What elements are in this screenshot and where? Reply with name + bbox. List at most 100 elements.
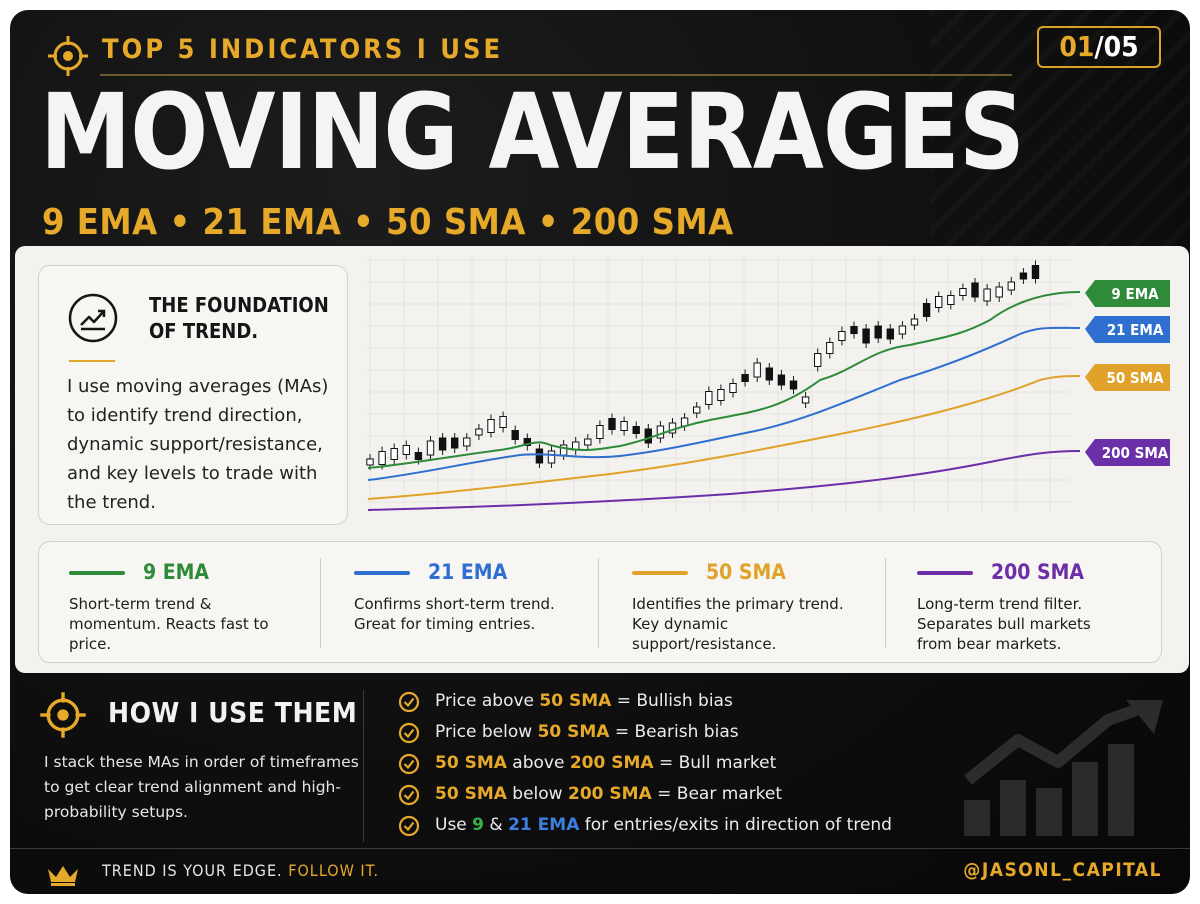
trend-up-icon <box>68 293 118 343</box>
moving-averages-chart: 9 EMA 21 EMA 50 SMA 200 SMA <box>366 256 1170 512</box>
decorative-stripes <box>930 10 1190 250</box>
rule-item: 50 SMA above 200 SMA = Bull market <box>398 748 892 779</box>
legend-swatch <box>917 571 973 575</box>
ma-tag-shape <box>1085 439 1170 466</box>
ma-tag-shape <box>1085 280 1170 307</box>
ma-line-21-ema <box>367 326 1081 481</box>
candle-body <box>487 419 495 433</box>
rule-h1: 50 SMA <box>539 691 612 711</box>
rule-post: for entries/exits in direction of trend <box>579 815 892 835</box>
how-body: I stack these MAs in order of timeframes… <box>44 753 359 821</box>
candle-body <box>971 282 979 298</box>
candle-body <box>475 428 483 436</box>
candle-body <box>801 396 810 404</box>
footer-divider <box>10 848 1190 849</box>
legend-item-200-sma: 200 SMA Long-term trend filter. Separate… <box>887 542 1163 662</box>
ma-tag-label: 9 EMA <box>1111 285 1159 303</box>
candle-body <box>741 374 749 382</box>
legend-label: 21 EMA <box>428 560 508 584</box>
ma-lines <box>367 291 1081 511</box>
ma-line-50-sma <box>367 375 1081 500</box>
candle-body <box>608 418 616 430</box>
candlesticks <box>366 260 1040 470</box>
rule-post: = Bear market <box>651 784 783 804</box>
legend-desc: Short-term trend & momentum. Reacts fast… <box>69 595 269 653</box>
rule-h2: 21 EMA <box>508 815 580 835</box>
candle-body <box>511 430 519 440</box>
page-total: 05 <box>1103 30 1139 63</box>
foundation-heading: THE FOUNDATION OF TREND. <box>149 292 329 344</box>
page-separator: / <box>1094 30 1104 63</box>
candle-body <box>426 440 435 456</box>
legend-divider <box>320 558 321 648</box>
check-circle-icon <box>398 722 420 744</box>
page-subtitle: 9 EMA • 21 EMA • 50 SMA • 200 SMA <box>42 202 734 243</box>
legend-desc: Long-term trend filter. Separates bull m… <box>917 595 1091 653</box>
rule-item: Price below 50 SMA = Bearish bias <box>398 717 892 748</box>
candle-body <box>910 318 919 326</box>
rule-h1: 50 SMA <box>435 784 507 804</box>
ma-tag-shape <box>1085 364 1170 391</box>
rule-mid: = Bearish bias <box>609 722 739 742</box>
ma-tag-50-sma: 50 SMA <box>1085 364 1170 391</box>
legend-desc: Confirms short-term trend. Great for tim… <box>354 595 555 633</box>
foundation-heading-line1: THE FOUNDATION <box>149 293 329 317</box>
foundation-box: THE FOUNDATION OF TREND. I use moving av… <box>38 265 348 525</box>
section-divider <box>363 690 364 842</box>
candle-body <box>1031 265 1040 279</box>
candle-body <box>850 326 858 334</box>
candle-body <box>559 444 568 456</box>
candle-body <box>1007 281 1015 291</box>
candle-body <box>777 374 786 386</box>
check-circle-icon <box>398 753 420 775</box>
rule-mid: & <box>484 815 509 835</box>
legend-label: 200 SMA <box>991 560 1085 584</box>
ma-labels: 9 EMA 21 EMA 50 SMA 200 SMA <box>1085 280 1170 466</box>
candle-body <box>390 448 398 460</box>
candle-body <box>922 303 931 317</box>
check-circle-icon <box>398 784 420 806</box>
ma-tag-200-sma: 200 SMA <box>1085 439 1170 466</box>
page-current: 01 <box>1059 30 1095 63</box>
target-icon <box>40 692 86 738</box>
rule-h1: 9 <box>472 815 485 835</box>
ma-legend: 9 EMA Short-term trend & momentum. React… <box>38 541 1162 663</box>
candle-body <box>705 391 713 405</box>
footer-tagline: TREND IS YOUR EDGE. FOLLOW IT. <box>102 861 379 880</box>
foundation-body: I use moving averages (MAs) to identify … <box>67 376 329 513</box>
candle-body <box>414 452 423 460</box>
rule-h1: 50 SMA <box>537 722 610 742</box>
legend-divider <box>885 558 886 648</box>
candle-body <box>1019 272 1028 280</box>
rule-mid: = Bullish bias <box>611 691 733 711</box>
candle-body <box>620 421 628 431</box>
footer-text-accent: FOLLOW IT. <box>288 861 380 880</box>
ma-tag-label: 200 SMA <box>1102 444 1169 462</box>
legend-divider <box>598 558 599 648</box>
ma-tag-21-ema: 21 EMA <box>1085 316 1170 343</box>
candle-body <box>584 438 592 446</box>
rule-pre: Price above <box>435 691 540 711</box>
ma-tag-label: 21 EMA <box>1107 321 1164 339</box>
candle-body <box>838 331 846 341</box>
page-indicator: 01/05 <box>1037 26 1161 68</box>
legend-item-50-sma: 50 SMA Identifies the primary trend. Key… <box>602 542 892 662</box>
rule-item: Price above 50 SMA = Bullish bias <box>398 686 892 717</box>
rule-pre: Use <box>435 815 473 835</box>
rule-item: 50 SMA below 200 SMA = Bear market <box>398 779 892 810</box>
candle-body <box>463 437 471 447</box>
candle-body <box>693 406 701 414</box>
rule-post: = Bull market <box>653 753 777 773</box>
legend-item-21-ema: 21 EMA Confirms short-term trend. Great … <box>324 542 604 662</box>
target-icon <box>48 36 88 76</box>
candle-body <box>874 325 882 339</box>
candle-body <box>898 325 907 335</box>
candle-body <box>402 445 410 455</box>
candle-body <box>826 342 834 354</box>
candle-body <box>378 451 386 465</box>
page-title: MOVING AVERAGES <box>40 71 1025 193</box>
candle-body <box>814 353 822 367</box>
candle-body <box>789 380 798 390</box>
rules-list: Price above 50 SMA = Bullish bias Price b… <box>398 686 892 841</box>
legend-label: 9 EMA <box>143 560 210 584</box>
